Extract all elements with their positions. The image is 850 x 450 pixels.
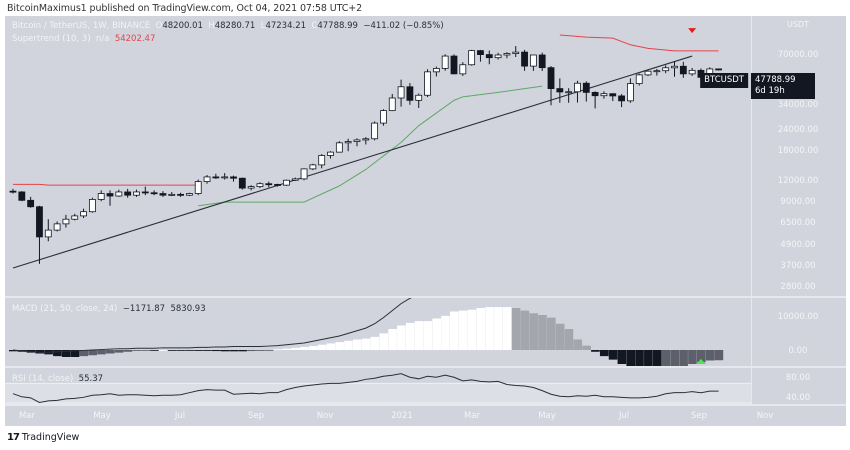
time-tick: Nov (316, 411, 334, 421)
axis-unit: USDT (787, 20, 809, 29)
time-tick: Sep (247, 411, 265, 421)
symbol-name: Bitcoin / TetherUS, 1W, BINANCE (12, 21, 151, 31)
time-tick: Sep (690, 411, 708, 421)
macd-legend: MACD (21, 50, close, 24) −1171.87 5830.9… (12, 304, 206, 314)
pane-divider (5, 404, 846, 406)
macd-axis[interactable]: 10000.00 0.00 (751, 298, 847, 366)
macd-value: −1171.87 (122, 304, 166, 314)
rsi-value: 55.37 (78, 374, 104, 384)
rsi-legend: RSI (14, close) 55.37 (12, 374, 104, 384)
chart-frame: Bitcoin / TetherUS, 1W, BINANCE O48200.0… (5, 16, 846, 426)
macd-pane[interactable]: MACD (21, 50, close, 24) −1171.87 5830.9… (5, 298, 751, 366)
pane-divider[interactable] (5, 366, 846, 368)
macd-chart (9, 298, 724, 366)
rsi-pane[interactable]: RSI (14, close) 55.37 (5, 368, 751, 404)
time-tick: Jul (174, 411, 186, 421)
symbol-legend: Bitcoin / TetherUS, 1W, BINANCE O48200.0… (12, 21, 444, 31)
macd-signal-value: 5830.93 (170, 304, 206, 314)
high-value: 48280.71 (214, 21, 256, 31)
open-value: 48200.01 (162, 21, 203, 31)
publish-line: BitcoinMaximus1 published on TradingView… (7, 3, 363, 14)
price-axis[interactable]: USDT 70000.00 34000.00 24000.00 18000.00… (751, 16, 847, 296)
brand-name: TradingView (21, 432, 80, 443)
supertrend-legend: Supertrend (10, 3) n/a 54202.47 (12, 34, 156, 44)
time-axis[interactable]: Mar May Jul Sep Nov 2021 Mar May Jul Sep Nov (5, 406, 773, 426)
time-tick: Mar (18, 411, 36, 421)
candlestick-chart (9, 28, 722, 269)
symbol-tag: BTCUSDT (700, 73, 748, 88)
close-value: 47788.99 (317, 21, 358, 31)
time-tick: Jul (618, 411, 630, 421)
low-value: 47234.21 (265, 21, 307, 31)
rsi-chart (5, 373, 751, 404)
time-tick: May (93, 411, 111, 421)
tradingview-logo-icon: 17 (7, 432, 20, 443)
time-tick: 2021 (391, 411, 413, 421)
pane-divider[interactable] (5, 296, 846, 298)
footer: 17 TradingView (7, 432, 79, 443)
change-value: −411.02 (−0.85%) (363, 21, 444, 31)
time-tick: Mar (463, 411, 481, 421)
bar-countdown: 6d 19h (755, 86, 785, 96)
time-tick: May (538, 411, 556, 421)
time-tick: Nov (756, 411, 774, 421)
rsi-axis[interactable]: 80.00 40.00 (751, 368, 847, 404)
price-pane[interactable]: Bitcoin / TetherUS, 1W, BINANCE O48200.0… (5, 16, 751, 296)
supertrend-value: 54202.47 (114, 34, 156, 44)
last-price-tag: 47788.99 6d 19h (751, 73, 815, 99)
